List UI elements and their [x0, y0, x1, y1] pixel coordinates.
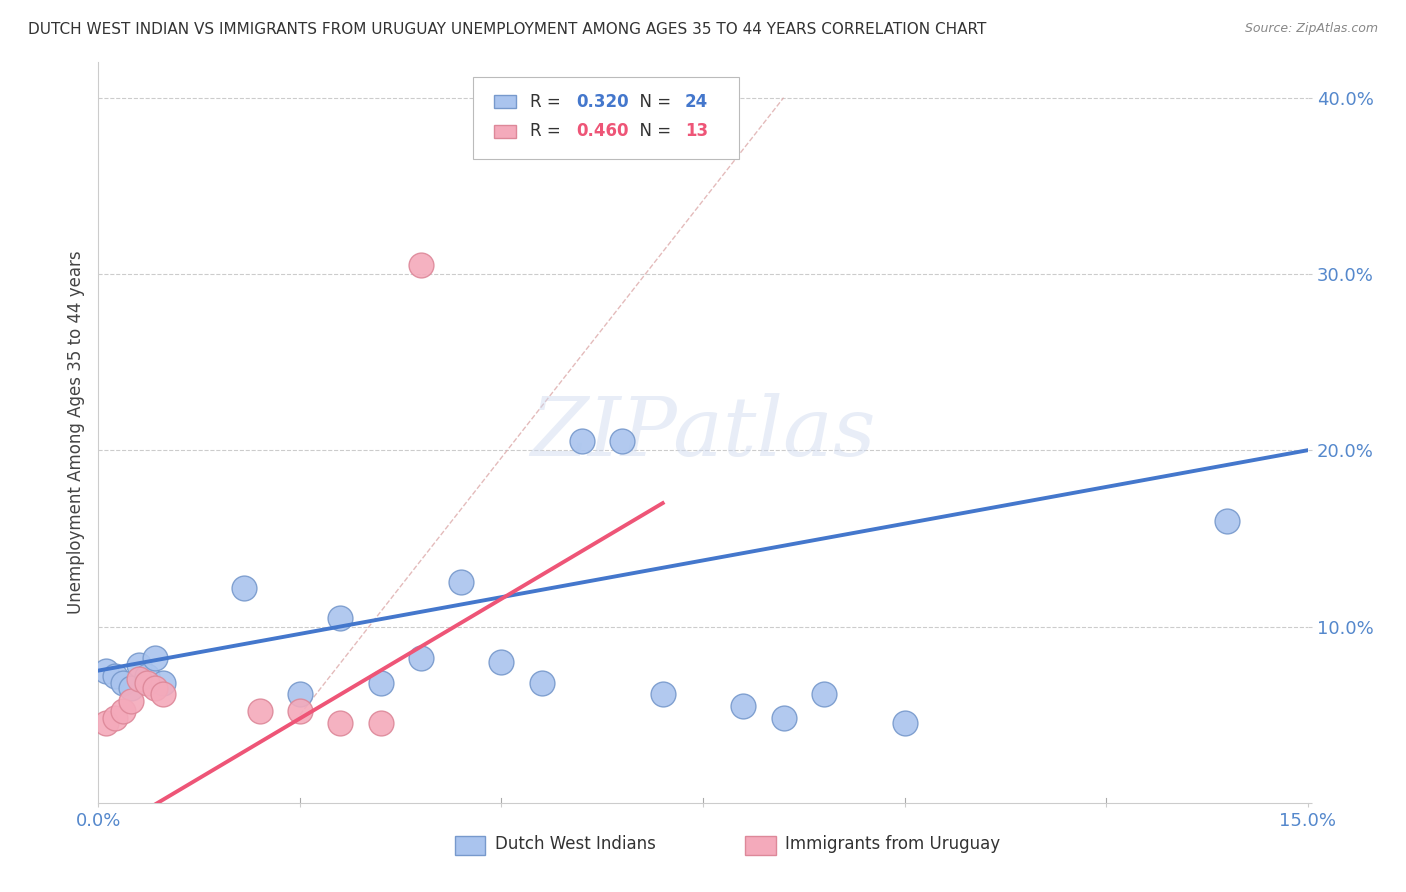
Text: ZIPatlas: ZIPatlas [530, 392, 876, 473]
Point [152, 686, 174, 700]
Point [232, 581, 254, 595]
Point [135, 676, 157, 690]
Point [103, 711, 125, 725]
Text: DUTCH WEST INDIAN VS IMMIGRANTS FROM URUGUAY UNEMPLOYMENT AMONG AGES 35 TO 44 YE: DUTCH WEST INDIAN VS IMMIGRANTS FROM URU… [28, 22, 987, 37]
FancyBboxPatch shape [494, 125, 516, 138]
Point [111, 704, 134, 718]
Text: N =: N = [630, 93, 676, 111]
Y-axis label: Unemployment Among Ages 35 to 44 years: Unemployment Among Ages 35 to 44 years [66, 251, 84, 615]
Text: 0.320: 0.320 [576, 93, 628, 111]
Point [120, 693, 142, 707]
Text: N =: N = [630, 122, 676, 140]
Point [370, 676, 392, 690]
Point [1216, 514, 1239, 528]
Point [128, 658, 150, 673]
Point [329, 610, 352, 624]
Point [813, 686, 835, 700]
Text: 24: 24 [685, 93, 709, 111]
FancyBboxPatch shape [474, 78, 740, 159]
Point [409, 258, 432, 272]
Point [143, 681, 166, 696]
FancyBboxPatch shape [745, 836, 776, 855]
Text: Source: ZipAtlas.com: Source: ZipAtlas.com [1244, 22, 1378, 36]
Point [329, 716, 352, 731]
Point [111, 676, 134, 690]
Text: R =: R = [530, 122, 567, 140]
Point [450, 575, 472, 590]
Point [651, 686, 673, 700]
Point [491, 655, 513, 669]
Point [571, 434, 593, 449]
Point [120, 681, 142, 696]
Point [103, 669, 125, 683]
FancyBboxPatch shape [494, 95, 516, 108]
Point [143, 651, 166, 665]
Point [288, 686, 311, 700]
Point [96, 664, 118, 678]
Point [128, 673, 150, 687]
Point [733, 698, 755, 713]
Point [772, 711, 794, 725]
Text: R =: R = [530, 93, 567, 111]
Point [370, 716, 392, 731]
Point [893, 716, 915, 731]
Point [409, 651, 432, 665]
Point [530, 676, 553, 690]
Text: Immigrants from Uruguay: Immigrants from Uruguay [785, 835, 1000, 853]
Text: Dutch West Indians: Dutch West Indians [495, 835, 657, 853]
Point [96, 716, 118, 731]
Text: 0.460: 0.460 [576, 122, 628, 140]
Point [135, 669, 157, 683]
Text: 13: 13 [685, 122, 709, 140]
Point [249, 704, 271, 718]
FancyBboxPatch shape [456, 836, 485, 855]
Point [288, 704, 311, 718]
Point [612, 434, 634, 449]
Point [152, 676, 174, 690]
